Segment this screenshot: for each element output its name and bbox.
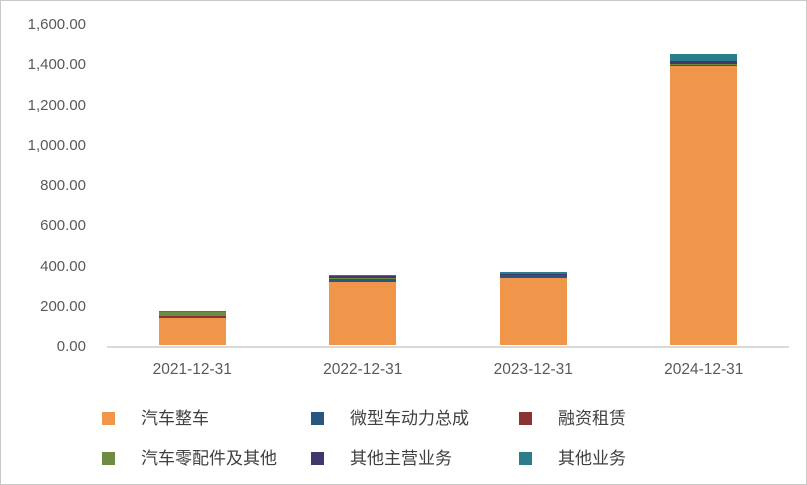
bar-segment bbox=[329, 279, 397, 280]
y-tick-label: 800.00 bbox=[40, 177, 86, 194]
bar-segment bbox=[329, 278, 397, 279]
legend-label: 融资租赁 bbox=[558, 409, 626, 428]
legend-label: 微型车动力总成 bbox=[350, 409, 469, 428]
y-tick-label: 600.00 bbox=[40, 217, 86, 235]
legend-swatch-icon bbox=[102, 452, 115, 465]
bar-segment bbox=[499, 274, 567, 276]
bar-segment bbox=[670, 66, 738, 345]
y-tick-label: 1,600.00 bbox=[27, 16, 86, 33]
bar-segment bbox=[670, 53, 738, 61]
bar-segment bbox=[499, 273, 567, 275]
bar-segment bbox=[329, 274, 397, 277]
y-tick-label: 1,400.00 bbox=[27, 56, 86, 74]
legend-swatch-icon bbox=[519, 412, 532, 425]
bar-segment bbox=[329, 281, 397, 345]
bar-segment bbox=[670, 60, 738, 65]
legend-label: 汽车零配件及其他 bbox=[141, 449, 277, 468]
bar-segment bbox=[158, 317, 226, 345]
bar-segment bbox=[670, 65, 738, 67]
y-tick-label: 200.00 bbox=[40, 297, 86, 315]
bar-segment bbox=[499, 275, 567, 278]
y-tick-label: 0.00 bbox=[56, 338, 86, 355]
legend-swatch-icon bbox=[311, 412, 324, 425]
bar-segment bbox=[329, 279, 397, 282]
x-axis-label: 2024-12-31 bbox=[664, 361, 744, 378]
legend-label: 汽车整车 bbox=[141, 409, 209, 428]
x-axis-line bbox=[107, 346, 789, 348]
y-tick-label: 400.00 bbox=[40, 257, 86, 275]
y-tick-label: 1,200.00 bbox=[27, 96, 86, 114]
bar-segment bbox=[329, 276, 397, 278]
bar-segment bbox=[158, 316, 226, 318]
legend-label: 其他业务 bbox=[558, 449, 626, 468]
x-axis-label: 2021-12-31 bbox=[152, 361, 232, 378]
bar-segment bbox=[670, 64, 738, 65]
bar-segment bbox=[499, 277, 567, 345]
bar-segment bbox=[499, 271, 567, 274]
legend-swatch-icon bbox=[102, 412, 115, 425]
x-axis-label: 2023-12-31 bbox=[493, 361, 573, 378]
x-axis-label: 2022-12-31 bbox=[323, 361, 403, 378]
legend-swatch-icon bbox=[519, 452, 532, 465]
y-tick-label: 1,000.00 bbox=[27, 136, 86, 154]
bar-segment bbox=[158, 311, 226, 317]
legend-label: 其他主营业务 bbox=[350, 449, 452, 468]
legend-swatch-icon bbox=[311, 452, 324, 465]
